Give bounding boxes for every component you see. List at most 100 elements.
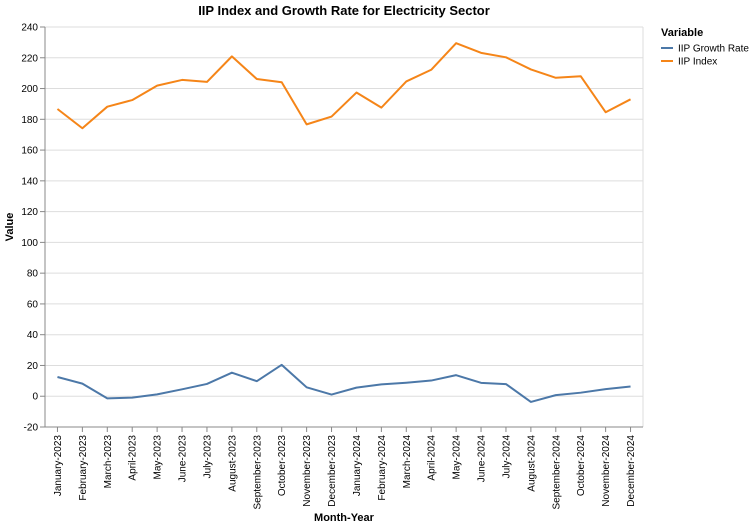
y-tick-label: 0: [32, 392, 38, 403]
data-point: [480, 382, 482, 384]
legend-label: IIP Index: [678, 57, 717, 68]
data-point: [455, 374, 457, 376]
x-tick-label: November-2024: [601, 435, 612, 507]
x-tick-label: July-2024: [501, 435, 512, 479]
data-point: [530, 68, 532, 70]
data-point: [555, 394, 557, 396]
data-point: [580, 392, 582, 394]
data-point: [555, 77, 557, 79]
x-tick-label: September-2023: [252, 435, 263, 510]
y-tick-label: -20: [24, 423, 39, 434]
x-tick-label: July-2023: [202, 435, 213, 479]
data-point: [455, 42, 457, 44]
grid-lines: [45, 26, 644, 428]
data-point: [505, 383, 507, 385]
x-tick-label: January-2023: [53, 435, 64, 497]
data-point: [306, 386, 308, 388]
data-point: [181, 388, 183, 390]
x-tick-label: September-2024: [551, 435, 562, 510]
y-axis-title: Value: [4, 213, 16, 242]
data-point: [81, 127, 83, 129]
series-line-iip-index: [56, 42, 632, 130]
x-tick-label: November-2023: [302, 435, 313, 507]
data-point: [355, 387, 357, 389]
data-point: [580, 75, 582, 77]
y-tick-label: 180: [21, 115, 38, 126]
x-tick-label: March-2023: [103, 435, 114, 489]
data-point: [106, 397, 108, 399]
x-tick-label: August-2024: [526, 435, 537, 492]
data-point: [231, 372, 233, 374]
data-point: [331, 116, 333, 118]
x-tick-label: October-2023: [277, 435, 288, 497]
y-tick-label: 200: [21, 84, 38, 95]
data-point: [281, 81, 283, 83]
y-tick-label: 40: [27, 330, 39, 341]
data-point: [630, 98, 632, 100]
x-tick-label: May-2024: [452, 435, 463, 480]
data-point: [306, 123, 308, 125]
x-tick-label: June-2023: [178, 435, 189, 483]
x-tick-label: April-2024: [427, 435, 438, 481]
data-point: [430, 69, 432, 71]
data-point: [81, 383, 83, 385]
data-point: [106, 106, 108, 108]
y-tick-label: 80: [27, 269, 39, 280]
x-axis-title: Month-Year: [314, 512, 375, 524]
data-point: [331, 394, 333, 396]
x-tick-label: February-2023: [78, 435, 89, 501]
data-point: [131, 397, 133, 399]
y-tick-label: 220: [21, 53, 38, 64]
x-tick-label: January-2024: [352, 435, 363, 497]
data-point: [231, 55, 233, 57]
y-tick-label: 140: [21, 176, 38, 187]
data-point: [56, 376, 58, 378]
data-point: [56, 108, 58, 110]
legend-title: Variable: [661, 27, 703, 39]
y-axis: -20 0 20 40 60 80 100 120 140 160 180 200 220 240: [21, 23, 46, 434]
y-tick-label: 60: [27, 299, 39, 310]
x-tick-label: August-2023: [227, 435, 238, 492]
y-tick-label: 240: [21, 23, 38, 34]
data-point: [355, 92, 357, 94]
data-point: [630, 386, 632, 388]
data-point: [430, 380, 432, 382]
data-point: [530, 401, 532, 403]
x-tick-label: December-2023: [327, 435, 338, 507]
series-line-iip-growth-rate: [57, 363, 631, 403]
data-point: [206, 81, 208, 83]
y-tick-label: 120: [21, 207, 38, 218]
x-tick-label: April-2023: [128, 435, 139, 481]
y-tick-label: 160: [21, 146, 38, 157]
data-point: [480, 52, 482, 54]
legend-label: IIP Growth Rate: [678, 44, 749, 55]
x-tick-label: February-2024: [377, 435, 388, 501]
x-tick-label: June-2024: [477, 435, 488, 483]
x-tick-label: October-2024: [576, 435, 587, 497]
data-point: [380, 107, 382, 109]
data-point: [206, 383, 208, 385]
data-point: [281, 364, 283, 366]
data-point: [181, 79, 183, 81]
data-point: [405, 382, 407, 384]
y-tick-label: 20: [27, 361, 39, 372]
data-point: [156, 393, 158, 395]
data-point: [256, 380, 258, 382]
data-point: [505, 56, 507, 58]
legend: Variable IIP Growth Rate IIP Index: [661, 27, 749, 68]
x-tick-label: December-2024: [626, 435, 637, 507]
data-point: [156, 85, 158, 87]
series-lines: [56, 42, 632, 403]
x-tick-label: May-2023: [153, 435, 164, 480]
data-point: [256, 78, 258, 80]
data-point: [605, 111, 607, 113]
data-point: [131, 99, 133, 101]
y-tick-label: 100: [21, 238, 38, 249]
data-point: [605, 388, 607, 390]
data-point: [380, 383, 382, 385]
x-axis: January-2023 February-2023 March-2023 April…: [45, 426, 643, 510]
data-point: [405, 80, 407, 82]
chart-title: IIP Index and Growth Rate for Electricit…: [198, 3, 490, 18]
x-tick-label: March-2024: [402, 435, 413, 489]
